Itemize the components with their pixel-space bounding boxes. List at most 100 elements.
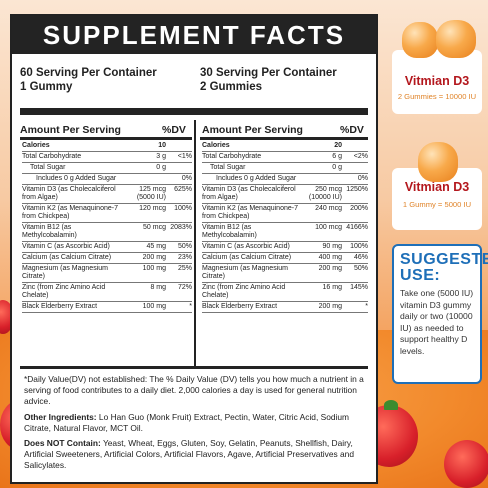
card-title: Vitmian D3 [404, 180, 470, 194]
servings-per-container: 60 Serving Per Container [20, 67, 157, 79]
nutrient-dv: <2% [353, 153, 368, 160]
nutrient-table-1: Calories 10 Total Carbohydrate 3 g <1% Total … [22, 141, 192, 313]
nutrient-amount: 50 mcg [143, 224, 166, 231]
nutrient-row: Vitamin D3 (as Cholecalciferol from Alga… [22, 185, 192, 204]
divider-thick [20, 108, 368, 115]
nutrient-name: Vitamin B12 (as Methylcobalamin) [22, 224, 77, 239]
gummy-image [402, 22, 438, 58]
nutrient-name: Total Carbohydrate [22, 153, 82, 160]
nutrient-amount: 90 mg [322, 243, 342, 250]
serving-size: 1 Gummy [20, 81, 73, 93]
footnote: *Daily Value(DV) not established: The % … [24, 374, 364, 406]
nutrient-amount: 10 [158, 142, 166, 149]
nutrient-amount: 200 mg [318, 303, 342, 310]
nutrient-name: Magnesium (as Magnesium Citrate) [202, 265, 288, 280]
nutrient-dv: 0% [357, 175, 368, 182]
dv-header: %DV [340, 124, 364, 136]
heading-line: SUGGESTED [400, 251, 488, 268]
card-subtitle: 1 Gummy = 5000 IU [402, 200, 472, 209]
nutrient-row: Calcium (as Calcium Citrate) 400 mg 46% [202, 253, 368, 264]
nutrient-table-2: Calories 20 Total Carbohydrate 6 g <2% Total … [202, 141, 368, 313]
nutrient-dv: 145% [350, 284, 368, 291]
nutrient-amount: 45 mg [146, 243, 166, 250]
nutrient-row: Zinc (from Zinc Amino Acid Chelate) 8 mg 7… [22, 283, 192, 302]
nutrient-amount: 100 mg [142, 303, 166, 310]
dv-header: %DV [162, 124, 186, 136]
nutrient-row: Includes 0 g Added Sugar 0% [22, 174, 192, 185]
nutrient-row: Vitamin K2 (as Menaquinone-7 from Chickp… [22, 204, 192, 223]
nutrient-name: Vitamin D3 (as Cholecalciferol from Alga… [22, 186, 116, 201]
nutrient-name: Vitamin C (as Ascorbic Acid) [22, 243, 110, 250]
nutrient-name: Vitamin K2 (as Menaquinone-7 from Chickp… [202, 205, 298, 220]
nutrient-dv: 100% [174, 205, 192, 212]
nutrient-dv: 625% [174, 186, 192, 193]
nutrient-name: Vitamin C (as Ascorbic Acid) [202, 243, 290, 250]
nutrient-row: Magnesium (as Magnesium Citrate) 200 mg 50… [202, 264, 368, 283]
strawberry-leaf [384, 400, 398, 410]
nutrient-name: Zinc (from Zinc Amino Acid Chelate) [202, 284, 286, 299]
nutrient-amount: 120 mcg [139, 205, 166, 212]
nutrient-amount: 250 mcg (10000 IU) [308, 186, 342, 201]
panel-title: SUPPLEMENT FACTS [12, 16, 376, 54]
nutrient-amount: 200 mg [142, 254, 166, 261]
nutrient-name: Calcium (as Calcium Citrate) [22, 254, 112, 261]
nutrient-dv: 0% [181, 175, 192, 182]
nutrient-row: Vitamin B12 (as Methylcobalamin) 100 mcg 4… [202, 223, 368, 242]
nutrient-row: Total Sugar 0 g [202, 163, 368, 174]
nutrient-name: Calcium (as Calcium Citrate) [202, 254, 292, 261]
nutrient-row: Vitamin D3 (as Cholecalciferol from Alga… [202, 185, 368, 204]
nutrient-dv: 50% [353, 265, 368, 272]
nutrient-amount: 3 g [156, 153, 166, 160]
nutrient-amount: 0 g [156, 164, 166, 171]
nutrient-row: Vitamin B12 (as Methylcobalamin) 50 mcg 20… [22, 223, 192, 242]
nutrient-dv: 100% [350, 243, 368, 250]
nutrient-amount: 16 mg [322, 284, 342, 291]
nutrient-amount: 125 mcg (5000 IU) [136, 186, 166, 201]
nutrient-dv: 46% [353, 254, 368, 261]
nutrient-amount: 0 g [332, 164, 342, 171]
nutrient-row: Black Elderberry Extract 100 mg * [22, 302, 192, 313]
nutrient-amount: 240 mcg [315, 205, 342, 212]
column2-header: 30 Serving Per Container 2 Gummies [200, 66, 337, 94]
nutrient-dv: <1% [177, 153, 192, 160]
nutrient-name: Calories [22, 142, 50, 149]
nutrient-dv: * [189, 303, 192, 310]
nutrient-row: Vitamin K2 (as Menaquinone-7 from Chickp… [202, 204, 368, 223]
other-ingredients-label: Other Ingredients: [24, 412, 97, 422]
nutrient-dv: 4166% [346, 224, 368, 231]
column-divider [194, 120, 196, 366]
nutrient-row: Vitamin C (as Ascorbic Acid) 90 mg 100% [202, 242, 368, 253]
nutrient-name: Calories [202, 142, 230, 149]
nutrient-dv: * [365, 303, 368, 310]
does-not-contain-text: Yeast, Wheat, Eggs, Gluten, Soy, Gelatin… [24, 438, 354, 470]
divider-bottom [20, 366, 368, 369]
nutrient-dv: 200% [350, 205, 368, 212]
other-ingredients: Other Ingredients: Lo Han Guo (Monk Frui… [24, 412, 368, 434]
nutrient-row: Calcium (as Calcium Citrate) 200 mg 23% [22, 253, 192, 264]
nutrient-dv: 72% [177, 284, 192, 291]
suggested-use-heading: SUGGESTED USE: [400, 252, 488, 284]
nutrient-name: Includes 0 g Added Sugar [36, 175, 117, 182]
nutrient-name: Black Elderberry Extract [202, 303, 278, 310]
nutrient-amount: 100 mg [142, 265, 166, 272]
nutrient-dv: 23% [177, 254, 192, 261]
amount-header: Amount Per Serving [202, 124, 303, 136]
does-not-contain-label: Does NOT Contain: [24, 438, 101, 448]
dosage-card-2-gummies: Vitmian D3 2 Gummies = 10000 IU [392, 50, 482, 114]
gummy-image [418, 142, 458, 182]
serving-size: 2 Gummies [200, 81, 262, 93]
nutrient-row: Black Elderberry Extract 200 mg * [202, 302, 368, 313]
nutrient-amount: 200 mg [318, 265, 342, 272]
nutrient-name: Total Sugar [30, 164, 66, 171]
suggested-use-box: SUGGESTED USE: Take one (5000 IU) vitami… [392, 244, 488, 384]
nutrient-row: Vitamin C (as Ascorbic Acid) 45 mg 50% [22, 242, 192, 253]
nutrient-name: Black Elderberry Extract [22, 303, 98, 310]
nutrient-name: Vitamin D3 (as Cholecalciferol from Alga… [202, 186, 296, 201]
nutrient-amount: 100 mcg [315, 224, 342, 231]
divider-medium [200, 137, 368, 140]
supplement-facts-panel: SUPPLEMENT FACTS 60 Serving Per Containe… [10, 14, 378, 484]
card-subtitle: 2 Gummies = 10000 IU [397, 92, 477, 101]
nutrient-dv: 25% [177, 265, 192, 272]
nutrient-row: Total Carbohydrate 3 g <1% [22, 152, 192, 163]
card-title: Vitmian D3 [404, 74, 470, 88]
